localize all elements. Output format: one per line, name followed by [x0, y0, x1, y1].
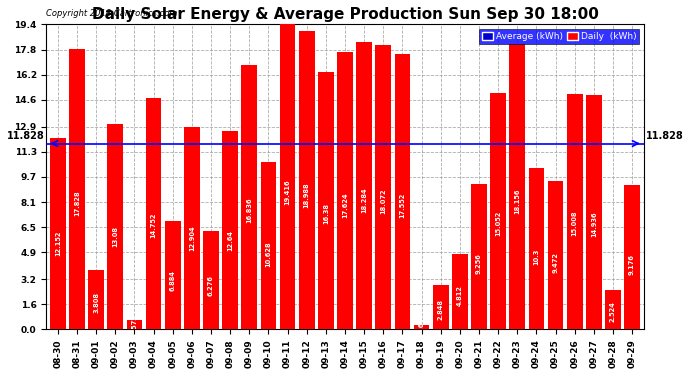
Bar: [222, 131, 238, 330]
Text: 15.052: 15.052: [495, 210, 501, 236]
Bar: [356, 42, 372, 330]
Text: 14.936: 14.936: [591, 211, 597, 237]
Bar: [567, 93, 582, 330]
Bar: [586, 94, 602, 330]
Bar: [108, 124, 123, 330]
Bar: [50, 138, 66, 330]
Bar: [452, 254, 468, 330]
Bar: [624, 185, 640, 330]
Bar: [395, 54, 411, 330]
Bar: [126, 321, 142, 330]
Text: 10.3: 10.3: [533, 248, 540, 265]
Text: 17.624: 17.624: [342, 192, 348, 217]
Bar: [433, 285, 448, 330]
Text: 9.472: 9.472: [553, 252, 558, 273]
Bar: [509, 44, 525, 330]
Text: 18.988: 18.988: [304, 182, 310, 208]
Text: 12.152: 12.152: [55, 231, 61, 256]
Bar: [184, 127, 199, 330]
Bar: [261, 162, 276, 330]
Bar: [203, 231, 219, 330]
Bar: [146, 98, 161, 330]
Text: 4.812: 4.812: [457, 285, 463, 306]
Text: 6.884: 6.884: [170, 270, 176, 291]
Text: 16.836: 16.836: [246, 198, 253, 223]
Text: 12.64: 12.64: [227, 230, 233, 251]
Bar: [375, 45, 391, 330]
Bar: [299, 31, 315, 330]
Text: 2.524: 2.524: [610, 301, 616, 322]
Text: 9.256: 9.256: [476, 254, 482, 274]
Text: 17.828: 17.828: [74, 190, 80, 216]
Text: 14.752: 14.752: [150, 212, 157, 238]
Text: 17.552: 17.552: [400, 193, 406, 218]
Text: 18.072: 18.072: [380, 189, 386, 214]
Text: 6.276: 6.276: [208, 274, 214, 296]
Bar: [491, 93, 506, 330]
Bar: [471, 184, 487, 330]
Bar: [529, 168, 544, 330]
Text: 15.008: 15.008: [572, 210, 578, 236]
Text: 2.848: 2.848: [437, 299, 444, 320]
Bar: [548, 181, 564, 330]
Text: 0.264: 0.264: [419, 317, 424, 338]
Text: 16.38: 16.38: [323, 203, 329, 224]
Text: 11.828: 11.828: [646, 131, 683, 141]
Text: 9.176: 9.176: [629, 254, 635, 275]
Text: 18.284: 18.284: [361, 187, 367, 213]
Bar: [165, 221, 181, 330]
Text: 11.828: 11.828: [7, 131, 44, 141]
Text: 10.628: 10.628: [266, 242, 271, 267]
Bar: [414, 325, 429, 330]
Legend: Average (kWh), Daily  (kWh): Average (kWh), Daily (kWh): [480, 29, 639, 44]
Bar: [318, 72, 334, 330]
Bar: [279, 24, 295, 330]
Bar: [337, 53, 353, 330]
Bar: [69, 49, 85, 330]
Bar: [241, 65, 257, 330]
Title: Daily Solar Energy & Average Production Sun Sep 30 18:00: Daily Solar Energy & Average Production …: [92, 7, 598, 22]
Text: 3.808: 3.808: [93, 292, 99, 313]
Bar: [605, 290, 621, 330]
Text: 18.156: 18.156: [514, 188, 520, 214]
Bar: [88, 270, 104, 330]
Text: 19.416: 19.416: [284, 179, 290, 205]
Text: 13.08: 13.08: [112, 226, 118, 248]
Text: Copyright 2018 Cartronics.com: Copyright 2018 Cartronics.com: [46, 9, 178, 18]
Text: 0.572: 0.572: [132, 315, 137, 335]
Text: 12.904: 12.904: [189, 225, 195, 251]
